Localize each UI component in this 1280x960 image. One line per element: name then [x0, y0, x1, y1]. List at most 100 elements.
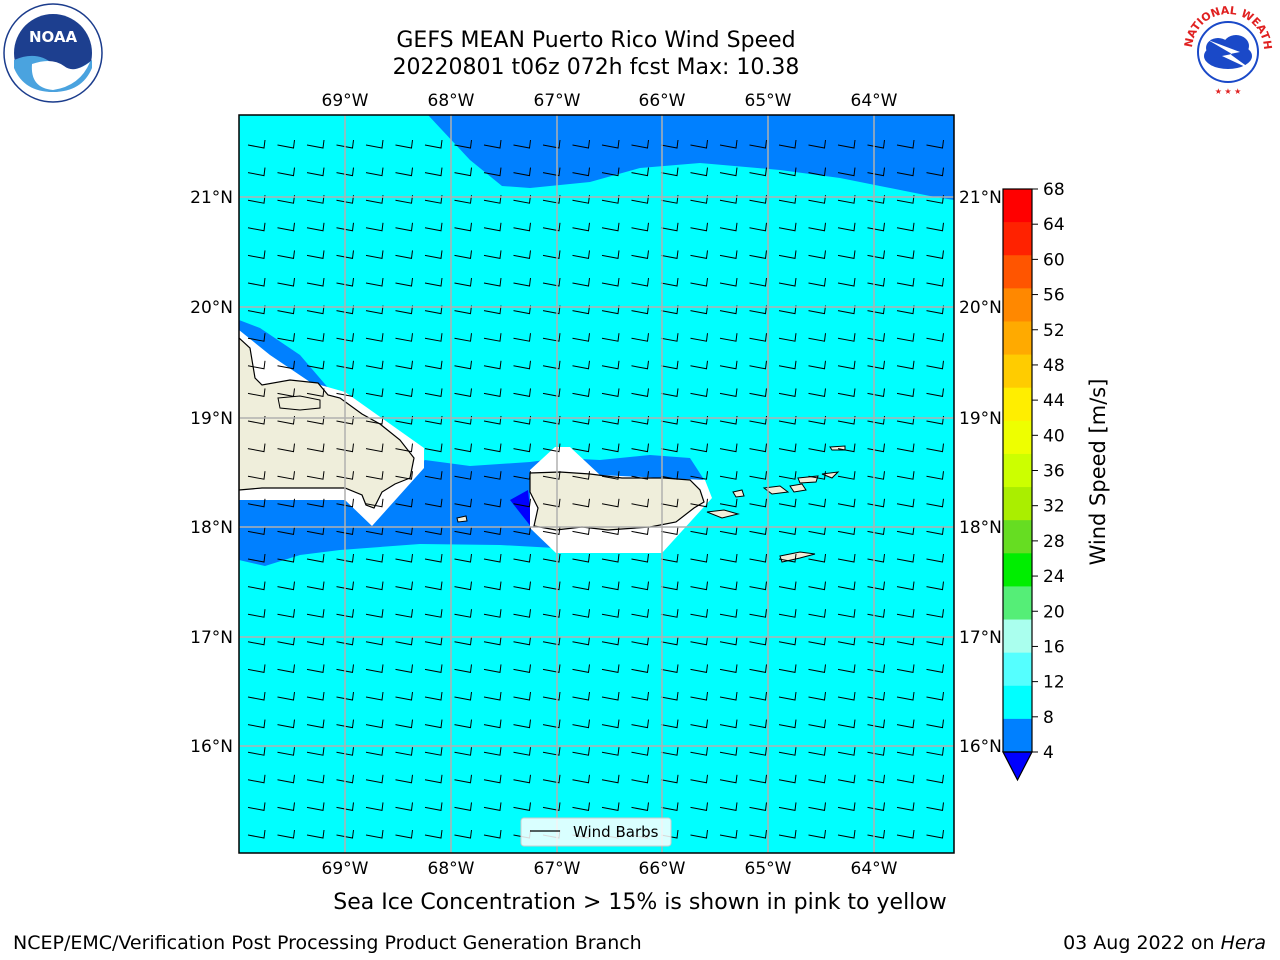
wind-barb — [306, 636, 325, 646]
wind-barb — [660, 774, 679, 784]
wind-barb — [542, 250, 561, 259]
wind-barb — [808, 333, 826, 342]
wind-barb — [867, 774, 885, 784]
wind-barb — [454, 553, 472, 563]
wind-barb — [926, 636, 944, 646]
wind-barb — [306, 139, 325, 149]
wind-barb — [631, 609, 649, 618]
wind-barb — [896, 222, 915, 232]
wind-barb — [247, 774, 266, 784]
wind-barb — [660, 333, 679, 342]
colorbar-tick-label: 4 — [1043, 743, 1054, 763]
wind-barb — [336, 553, 354, 563]
wind-barb — [395, 305, 413, 315]
wind-barb — [542, 167, 561, 177]
wind-barb — [631, 167, 649, 177]
wind-barb — [719, 333, 738, 342]
wind-barb — [542, 333, 561, 342]
wind-barb — [749, 305, 767, 315]
wind-barb — [542, 609, 561, 618]
wind-barb — [660, 747, 679, 756]
wind-barb — [336, 526, 354, 535]
colorbar-segment — [1003, 718, 1032, 753]
wind-barb — [277, 581, 295, 591]
wind-barb — [277, 747, 295, 756]
lon-label: 69°W — [322, 91, 369, 111]
island-st-thomas — [762, 485, 790, 495]
wind-barb — [247, 802, 266, 811]
wind-barb — [513, 388, 531, 397]
wind-barb — [867, 719, 885, 729]
wind-barb — [572, 498, 590, 508]
wind-barb — [306, 747, 325, 756]
wind-barb — [719, 222, 738, 232]
wind-barb — [867, 691, 885, 701]
wind-barb — [690, 388, 708, 397]
lon-label: 67°W — [534, 91, 581, 111]
wind-barb — [749, 774, 767, 784]
wind-barb — [247, 498, 266, 508]
wind-barb — [395, 388, 413, 397]
wind-barb — [513, 195, 531, 204]
wind-barb — [837, 747, 856, 756]
wind-barb — [277, 829, 295, 839]
wind-barb — [513, 802, 531, 811]
wind-barb — [719, 388, 738, 397]
island-st-croix — [779, 551, 816, 563]
colorbar-tick-label: 40 — [1043, 426, 1065, 446]
wind-barb — [837, 167, 856, 177]
wind-barb — [306, 277, 325, 287]
colorbar-segment — [1003, 354, 1032, 389]
map-title: GEFS MEAN Puerto Rico Wind Speed — [396, 28, 796, 53]
wind-barb — [896, 774, 915, 784]
wind-barb — [483, 195, 502, 204]
footer-machine: Hera — [1220, 932, 1266, 954]
colorbar-segment — [1003, 619, 1032, 654]
wind-barb — [247, 747, 266, 756]
wind-barb — [483, 388, 502, 397]
colorbar-tick-label: 24 — [1043, 567, 1065, 587]
wind-barb — [424, 609, 443, 618]
wind-barb — [277, 360, 295, 370]
wind-barb — [660, 305, 679, 315]
wind-barb — [247, 664, 266, 673]
nws-logo: NATIONAL WEATHER SERVICE ★ ★ ★ — [1174, 0, 1278, 100]
wind-barb — [837, 581, 856, 591]
wind-barb — [483, 139, 502, 149]
wind-barb — [778, 719, 797, 729]
wind-barb — [365, 333, 384, 342]
wind-barb — [719, 774, 738, 784]
wind-barb — [926, 609, 944, 618]
wind-barb — [690, 250, 708, 259]
wind-barb — [631, 277, 649, 287]
colorbar-underflow-triangle — [1002, 751, 1033, 782]
wind-barb — [601, 636, 620, 646]
wind-barb — [454, 829, 472, 839]
wind-barb — [483, 471, 502, 480]
wind-barb — [336, 222, 354, 232]
colorbar-tick-label: 8 — [1043, 708, 1054, 728]
lon-label: 65°W — [745, 859, 792, 879]
wind-barb — [660, 553, 679, 563]
wind-barb — [719, 471, 738, 480]
wind-barb — [572, 774, 590, 784]
wind-barb — [601, 167, 620, 177]
wind-barb — [247, 526, 266, 535]
wind-barb — [247, 636, 266, 646]
lat-labels-right: 21°N 20°N 19°N 18°N 17°N 16°N — [959, 188, 1002, 757]
wind-barb — [572, 581, 590, 591]
lon-label: 64°W — [851, 91, 898, 111]
wind-barb — [247, 222, 266, 232]
wind-barb — [778, 609, 797, 618]
lat-labels-left: 21°N 20°N 19°N 18°N 17°N 16°N — [190, 188, 233, 757]
lon-label: 66°W — [639, 859, 686, 879]
noaa-logo: NOAA — [2, 2, 104, 104]
wind-barb — [277, 443, 295, 453]
wind-barb — [513, 167, 531, 177]
wind-barb — [247, 388, 266, 397]
wind-barb — [454, 526, 472, 535]
wind-barb — [867, 498, 885, 508]
wind-barb — [631, 388, 649, 397]
wind-barb — [424, 581, 443, 591]
